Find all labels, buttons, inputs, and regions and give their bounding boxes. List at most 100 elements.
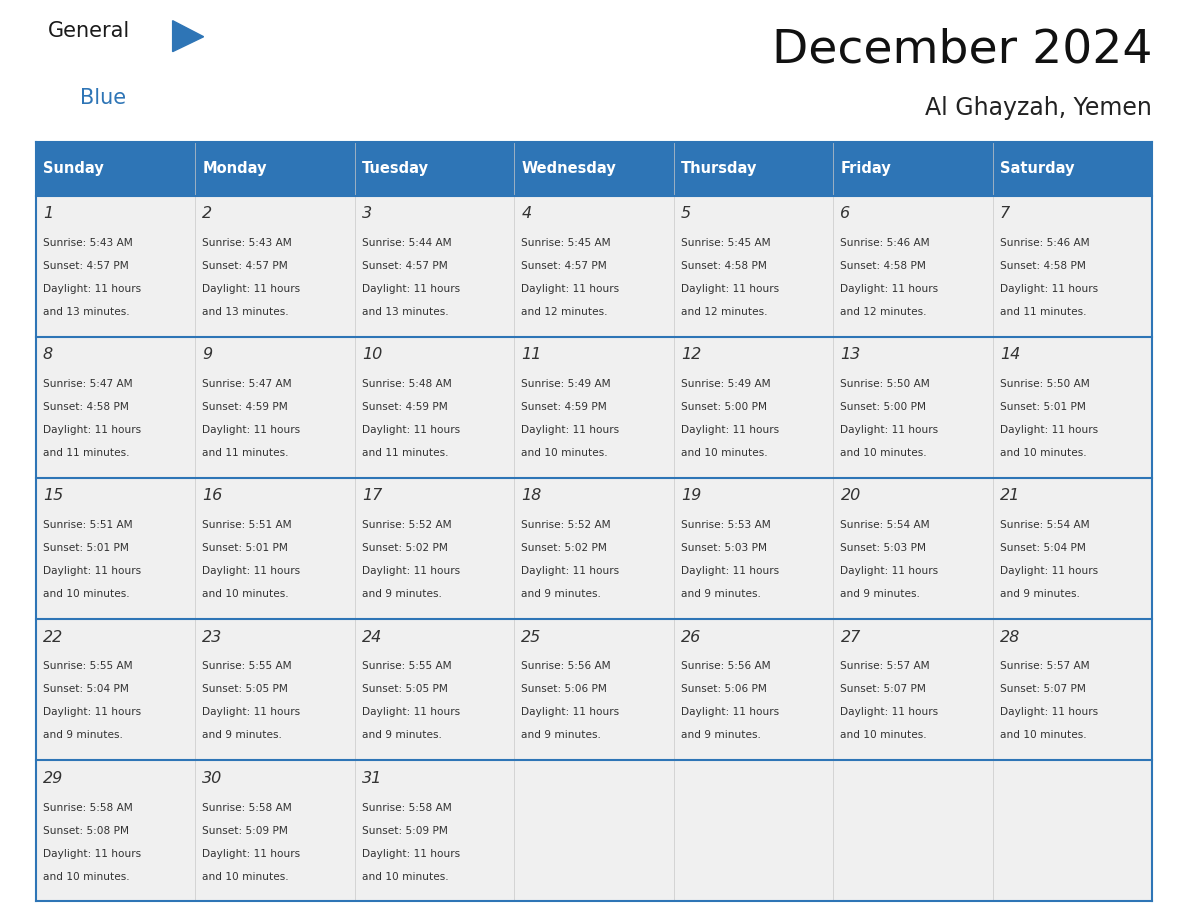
- Text: Sunset: 4:59 PM: Sunset: 4:59 PM: [522, 402, 607, 412]
- Text: Daylight: 11 hours: Daylight: 11 hours: [840, 566, 939, 577]
- Text: Sunset: 5:01 PM: Sunset: 5:01 PM: [202, 543, 289, 554]
- Text: 24: 24: [362, 630, 383, 644]
- Text: December 2024: December 2024: [772, 28, 1152, 73]
- Text: Sunrise: 5:46 AM: Sunrise: 5:46 AM: [840, 238, 930, 248]
- Text: Blue: Blue: [80, 88, 126, 107]
- Text: Daylight: 11 hours: Daylight: 11 hours: [681, 425, 779, 435]
- Text: Sunrise: 5:58 AM: Sunrise: 5:58 AM: [362, 802, 451, 812]
- Text: and 9 minutes.: and 9 minutes.: [681, 589, 760, 599]
- Text: Sunrise: 5:43 AM: Sunrise: 5:43 AM: [202, 238, 292, 248]
- Text: Sunrise: 5:47 AM: Sunrise: 5:47 AM: [43, 379, 132, 389]
- Text: and 10 minutes.: and 10 minutes.: [1000, 731, 1087, 741]
- Text: and 9 minutes.: and 9 minutes.: [202, 731, 283, 741]
- Text: 19: 19: [681, 488, 701, 503]
- Text: and 10 minutes.: and 10 minutes.: [522, 448, 608, 458]
- Text: Sunset: 5:03 PM: Sunset: 5:03 PM: [681, 543, 767, 554]
- Text: Sunset: 5:02 PM: Sunset: 5:02 PM: [362, 543, 448, 554]
- Text: 8: 8: [43, 347, 53, 363]
- Text: Daylight: 11 hours: Daylight: 11 hours: [202, 566, 301, 577]
- Text: Sunrise: 5:53 AM: Sunrise: 5:53 AM: [681, 521, 771, 531]
- Text: 23: 23: [202, 630, 222, 644]
- Text: and 9 minutes.: and 9 minutes.: [522, 589, 601, 599]
- Text: 18: 18: [522, 488, 542, 503]
- Text: Sunrise: 5:58 AM: Sunrise: 5:58 AM: [202, 802, 292, 812]
- Text: 27: 27: [840, 630, 861, 644]
- Text: and 9 minutes.: and 9 minutes.: [362, 589, 442, 599]
- Text: Sunrise: 5:50 AM: Sunrise: 5:50 AM: [1000, 379, 1089, 389]
- Text: Daylight: 11 hours: Daylight: 11 hours: [840, 284, 939, 294]
- Text: Daylight: 11 hours: Daylight: 11 hours: [362, 708, 460, 718]
- Text: Sunset: 5:04 PM: Sunset: 5:04 PM: [43, 685, 128, 695]
- Text: Al Ghayzah, Yemen: Al Ghayzah, Yemen: [925, 96, 1152, 120]
- Text: Sunset: 5:02 PM: Sunset: 5:02 PM: [522, 543, 607, 554]
- Text: Sunrise: 5:48 AM: Sunrise: 5:48 AM: [362, 379, 451, 389]
- Text: 28: 28: [1000, 630, 1020, 644]
- Text: and 11 minutes.: and 11 minutes.: [202, 448, 289, 458]
- Text: 26: 26: [681, 630, 701, 644]
- Text: Sunrise: 5:47 AM: Sunrise: 5:47 AM: [202, 379, 292, 389]
- Text: 11: 11: [522, 347, 542, 363]
- Text: Sunset: 5:03 PM: Sunset: 5:03 PM: [840, 543, 927, 554]
- Text: Daylight: 11 hours: Daylight: 11 hours: [43, 566, 141, 577]
- Text: 17: 17: [362, 488, 383, 503]
- Text: Daylight: 11 hours: Daylight: 11 hours: [362, 425, 460, 435]
- Text: and 13 minutes.: and 13 minutes.: [202, 307, 289, 317]
- Text: and 13 minutes.: and 13 minutes.: [362, 307, 449, 317]
- Text: Daylight: 11 hours: Daylight: 11 hours: [362, 848, 460, 858]
- Text: Daylight: 11 hours: Daylight: 11 hours: [522, 708, 619, 718]
- Polygon shape: [172, 20, 203, 51]
- Text: and 11 minutes.: and 11 minutes.: [362, 448, 448, 458]
- Text: and 12 minutes.: and 12 minutes.: [681, 307, 767, 317]
- Text: Sunset: 5:05 PM: Sunset: 5:05 PM: [362, 685, 448, 695]
- Text: Daylight: 11 hours: Daylight: 11 hours: [522, 284, 619, 294]
- Text: 31: 31: [362, 771, 383, 786]
- Text: Sunset: 4:58 PM: Sunset: 4:58 PM: [681, 261, 766, 271]
- Text: Sunset: 5:07 PM: Sunset: 5:07 PM: [1000, 685, 1086, 695]
- Text: Daylight: 11 hours: Daylight: 11 hours: [43, 425, 141, 435]
- Text: Daylight: 11 hours: Daylight: 11 hours: [840, 425, 939, 435]
- Text: Sunrise: 5:56 AM: Sunrise: 5:56 AM: [522, 662, 611, 671]
- Text: and 10 minutes.: and 10 minutes.: [202, 589, 289, 599]
- Text: and 11 minutes.: and 11 minutes.: [43, 448, 129, 458]
- Text: and 9 minutes.: and 9 minutes.: [681, 731, 760, 741]
- Text: Thursday: Thursday: [681, 162, 757, 176]
- Text: Daylight: 11 hours: Daylight: 11 hours: [202, 708, 301, 718]
- Text: Sunrise: 5:55 AM: Sunrise: 5:55 AM: [43, 662, 132, 671]
- Text: Sunset: 5:07 PM: Sunset: 5:07 PM: [840, 685, 927, 695]
- Text: Sunrise: 5:45 AM: Sunrise: 5:45 AM: [522, 238, 611, 248]
- Text: Daylight: 11 hours: Daylight: 11 hours: [1000, 425, 1098, 435]
- Text: 12: 12: [681, 347, 701, 363]
- Text: Sunrise: 5:54 AM: Sunrise: 5:54 AM: [840, 521, 930, 531]
- Text: Daylight: 11 hours: Daylight: 11 hours: [362, 566, 460, 577]
- Text: 5: 5: [681, 207, 691, 221]
- Text: Sunrise: 5:52 AM: Sunrise: 5:52 AM: [522, 521, 611, 531]
- Text: 10: 10: [362, 347, 383, 363]
- Text: Sunrise: 5:50 AM: Sunrise: 5:50 AM: [840, 379, 930, 389]
- Text: Sunset: 5:00 PM: Sunset: 5:00 PM: [840, 402, 927, 412]
- Text: and 10 minutes.: and 10 minutes.: [43, 589, 129, 599]
- Text: and 12 minutes.: and 12 minutes.: [522, 307, 608, 317]
- Text: Sunrise: 5:58 AM: Sunrise: 5:58 AM: [43, 802, 133, 812]
- Text: Monday: Monday: [202, 162, 267, 176]
- Text: Sunrise: 5:55 AM: Sunrise: 5:55 AM: [202, 662, 292, 671]
- Text: Daylight: 11 hours: Daylight: 11 hours: [43, 848, 141, 858]
- Text: Daylight: 11 hours: Daylight: 11 hours: [681, 284, 779, 294]
- Text: and 9 minutes.: and 9 minutes.: [840, 589, 921, 599]
- Text: 2: 2: [202, 207, 213, 221]
- Text: 25: 25: [522, 630, 542, 644]
- Text: and 9 minutes.: and 9 minutes.: [522, 731, 601, 741]
- Text: Sunrise: 5:45 AM: Sunrise: 5:45 AM: [681, 238, 771, 248]
- Text: Daylight: 11 hours: Daylight: 11 hours: [43, 284, 141, 294]
- Text: Daylight: 11 hours: Daylight: 11 hours: [202, 848, 301, 858]
- Text: and 10 minutes.: and 10 minutes.: [202, 872, 289, 881]
- Text: and 10 minutes.: and 10 minutes.: [681, 448, 767, 458]
- Text: Sunrise: 5:55 AM: Sunrise: 5:55 AM: [362, 662, 451, 671]
- Text: Sunset: 4:57 PM: Sunset: 4:57 PM: [362, 261, 448, 271]
- Text: 21: 21: [1000, 488, 1020, 503]
- Text: 1: 1: [43, 207, 53, 221]
- Text: 30: 30: [202, 771, 222, 786]
- Text: Daylight: 11 hours: Daylight: 11 hours: [522, 425, 619, 435]
- Text: Sunrise: 5:56 AM: Sunrise: 5:56 AM: [681, 662, 771, 671]
- Text: Sunset: 5:09 PM: Sunset: 5:09 PM: [362, 825, 448, 835]
- Text: and 11 minutes.: and 11 minutes.: [1000, 307, 1087, 317]
